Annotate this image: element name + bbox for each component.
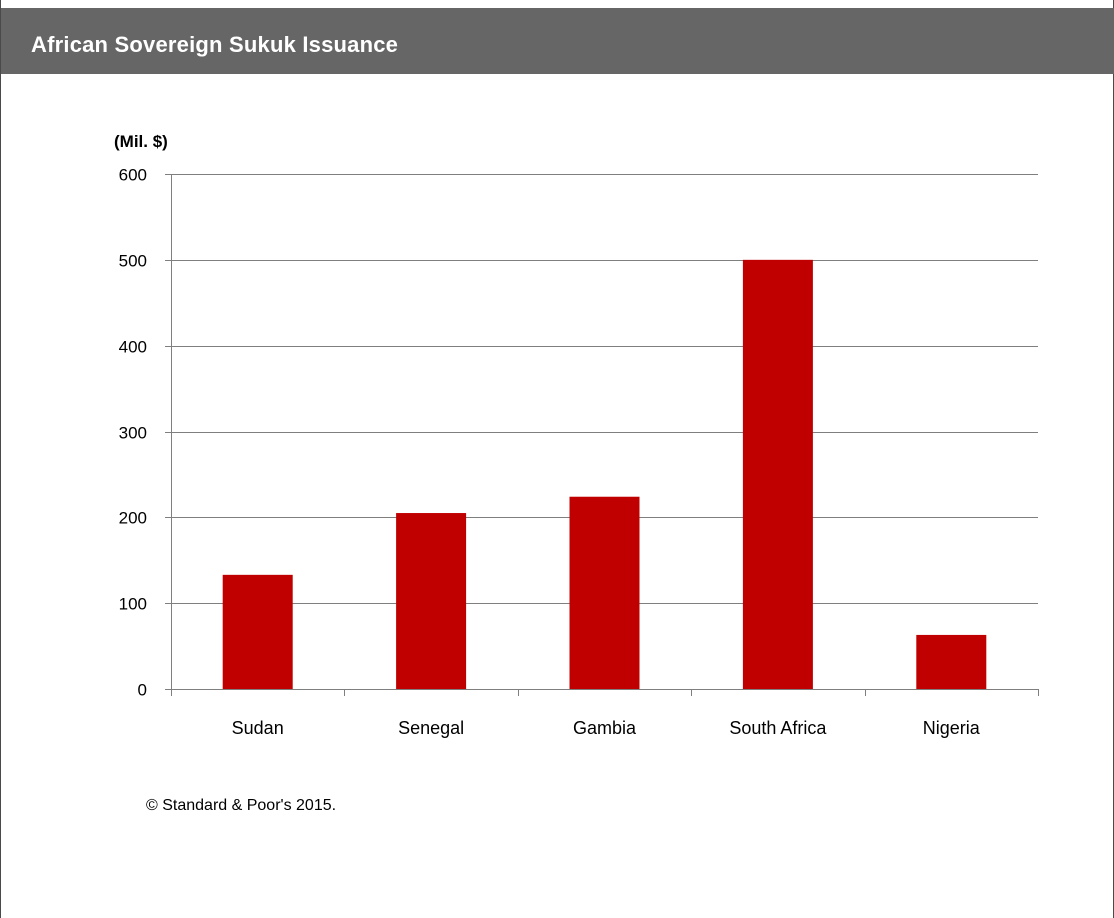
y-tick-label: 300 <box>119 424 147 443</box>
x-tick-label: Nigeria <box>923 718 981 738</box>
bar-south-africa <box>742 259 813 689</box>
y-tick-label: 200 <box>119 509 147 528</box>
y-tick-label: 400 <box>119 338 147 357</box>
bars <box>222 259 987 689</box>
y-tick-label: 100 <box>119 595 147 614</box>
bar-gambia <box>569 496 640 689</box>
y-tick-label: 500 <box>119 252 147 271</box>
x-tick-label: Gambia <box>573 718 637 738</box>
bar-senegal <box>396 513 467 689</box>
x-tick-label: Sudan <box>232 718 284 738</box>
x-tick-label: Senegal <box>398 718 464 738</box>
axes <box>165 174 1039 696</box>
copyright-footnote: © Standard & Poor's 2015. <box>146 797 337 814</box>
y-axis-label: (Mil. $) <box>114 132 168 151</box>
bar-nigeria <box>916 634 987 689</box>
title-bar: African Sovereign Sukuk Issuance <box>1 8 1114 74</box>
bar-sudan <box>222 574 293 689</box>
chart-title: African Sovereign Sukuk Issuance <box>31 32 399 57</box>
y-tick-label: 600 <box>119 166 147 185</box>
labels: 0 100 200 300 400 500 600 Sudan Senegal Gambia Sou… <box>114 132 981 738</box>
x-tick-label: South Africa <box>729 718 827 738</box>
y-tick-label: 0 <box>138 681 147 700</box>
